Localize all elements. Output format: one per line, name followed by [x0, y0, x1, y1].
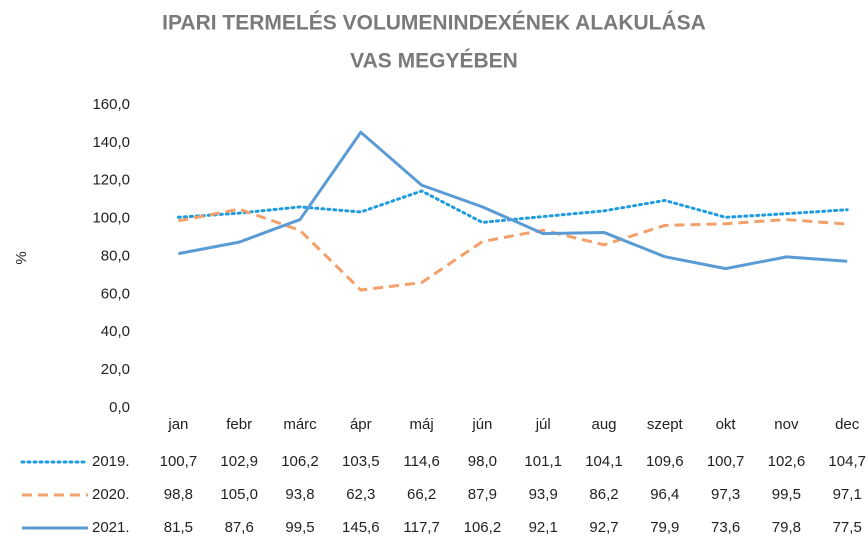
x-tick-label: jún: [471, 416, 492, 433]
table-value: 81,5: [164, 519, 193, 536]
table-value: 92,1: [529, 519, 558, 536]
table-value: 103,5: [342, 453, 380, 470]
table-value: 87,9: [468, 486, 497, 503]
x-tick-label: febr: [226, 416, 252, 433]
y-tick-label: 0,0: [109, 399, 130, 416]
table-value: 99,5: [285, 519, 314, 536]
line-series: [178, 130, 848, 271]
y-tick-label: 20,0: [101, 361, 130, 378]
legend-label: 2019.: [92, 453, 130, 470]
table-value: 79,9: [650, 519, 679, 536]
table-value: 114,6: [403, 453, 439, 470]
x-tick-label: aug: [591, 416, 616, 433]
chart-title: IPARI TERMELÉS VOLUMENINDEXÉNEK ALAKULÁS…: [162, 12, 706, 35]
table-value: 87,6: [225, 519, 254, 536]
x-tick-label: okt: [716, 416, 737, 433]
x-tick-label: márc: [283, 416, 317, 433]
legend-label: 2020.: [92, 486, 130, 503]
table-value: 104,7: [828, 453, 866, 470]
x-tick-label: jan: [167, 416, 188, 433]
table-value: 73,6: [711, 519, 740, 536]
x-tick-label: dec: [835, 416, 860, 433]
table-value: 105,0: [220, 486, 258, 503]
y-tick-label: 100,0: [92, 210, 130, 227]
table-value: 62,3: [346, 486, 375, 503]
y-tick-label: 40,0: [101, 323, 130, 340]
y-tick-label: 160,0: [92, 96, 130, 113]
y-tick-label: 120,0: [92, 172, 130, 189]
y-tick-label: 140,0: [92, 134, 130, 151]
y-axis-label: %: [13, 251, 30, 264]
table-value: 109,6: [646, 453, 684, 470]
table-value: 97,1: [833, 486, 862, 503]
table-value: 145,6: [342, 519, 380, 536]
table-value: 99,5: [772, 486, 801, 503]
legend-label: 2021.: [92, 519, 130, 536]
x-tick-label: nov: [774, 416, 799, 433]
x-tick-label: máj: [410, 416, 434, 433]
table-value: 92,7: [589, 519, 618, 536]
table-value: 100,7: [707, 453, 745, 470]
table-value: 102,9: [220, 453, 258, 470]
table-value: 102,6: [768, 453, 806, 470]
table-value: 106,2: [464, 519, 502, 536]
table-value: 66,2: [407, 486, 436, 503]
table-value: 77,5: [833, 519, 862, 536]
x-tick-label: ápr: [350, 416, 372, 433]
line-series: [178, 207, 848, 292]
table-value: 106,2: [281, 453, 319, 470]
table-value: 98,0: [468, 453, 497, 470]
table-value: 93,8: [285, 486, 314, 503]
table-value: 93,9: [529, 486, 558, 503]
table-value: 96,4: [650, 486, 679, 503]
line-series: [176, 189, 849, 224]
chart-subtitle: VAS MEGYÉBEN: [350, 50, 518, 73]
table-value: 79,8: [772, 519, 801, 536]
table-value: 86,2: [589, 486, 618, 503]
y-tick-label: 60,0: [101, 285, 130, 302]
table-value: 98,8: [164, 486, 193, 503]
table-value: 97,3: [711, 486, 740, 503]
table-value: 100,7: [160, 453, 198, 470]
table-value: 117,7: [403, 519, 439, 536]
x-tick-label: júl: [535, 416, 551, 433]
x-tick-label: szept: [647, 416, 684, 433]
table-value: 104,1: [585, 453, 623, 470]
y-tick-label: 80,0: [101, 247, 130, 264]
table-value: 101,1: [524, 453, 562, 470]
